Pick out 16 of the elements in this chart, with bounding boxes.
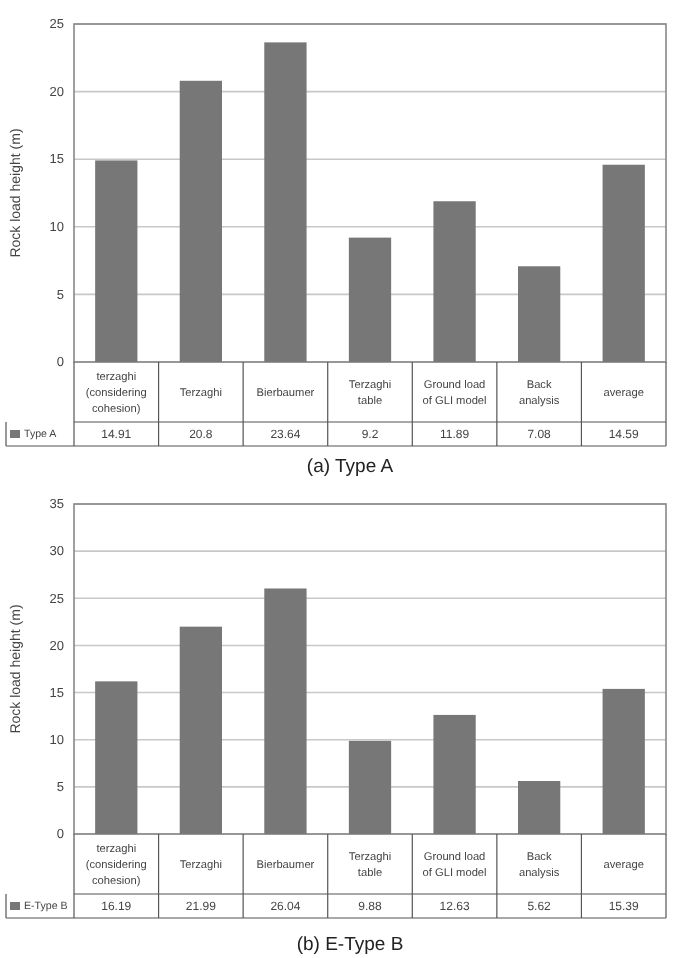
bar — [518, 781, 561, 834]
bar — [602, 688, 645, 834]
bar — [518, 266, 561, 362]
text: (b) E-Type B — [296, 934, 404, 956]
bar — [95, 681, 138, 834]
text: (a) Type A — [306, 456, 395, 478]
bar — [95, 160, 138, 362]
bar — [602, 164, 645, 362]
bar — [433, 714, 476, 834]
bar — [179, 80, 222, 362]
bar — [179, 626, 222, 834]
bar — [348, 237, 392, 362]
bar — [264, 42, 307, 362]
bar — [348, 740, 392, 834]
bar — [264, 588, 307, 834]
bar — [433, 201, 476, 362]
